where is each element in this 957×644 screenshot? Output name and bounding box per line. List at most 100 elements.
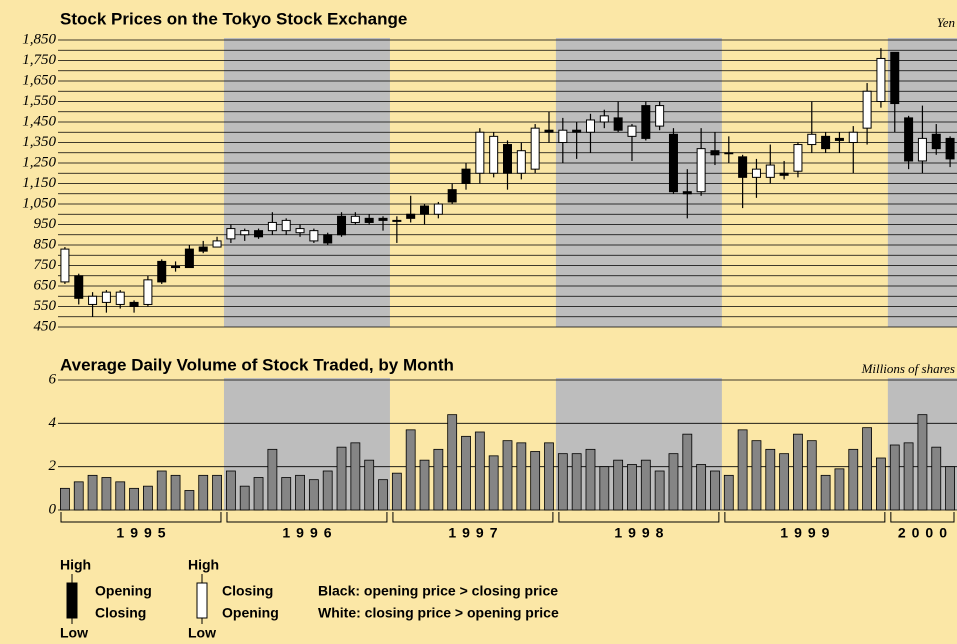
bar bbox=[903, 442, 914, 511]
bar bbox=[765, 448, 776, 511]
candle-body bbox=[862, 90, 872, 129]
bar bbox=[613, 459, 624, 511]
year-label: 1996 bbox=[282, 525, 337, 541]
bar bbox=[391, 472, 402, 511]
bar bbox=[308, 479, 319, 511]
legend-text: High bbox=[60, 557, 91, 573]
candle-body bbox=[101, 291, 111, 303]
bar bbox=[696, 464, 707, 511]
year-label: 1997 bbox=[448, 525, 503, 541]
y-tick-label: 1,350 bbox=[22, 134, 56, 150]
bar bbox=[530, 451, 541, 511]
legend-candle bbox=[196, 582, 208, 619]
candle-body bbox=[904, 117, 914, 162]
candle-body bbox=[710, 150, 720, 156]
bar bbox=[364, 459, 375, 511]
candle-body bbox=[129, 301, 139, 307]
candle-body bbox=[917, 137, 927, 162]
candle-body bbox=[143, 279, 153, 305]
year-shading bbox=[223, 378, 390, 510]
bar bbox=[419, 459, 430, 511]
legend-text: Opening bbox=[222, 605, 279, 621]
y-tick-label: 1,650 bbox=[22, 72, 56, 88]
bar bbox=[295, 474, 305, 511]
candle-body bbox=[848, 131, 858, 143]
bar bbox=[806, 440, 817, 511]
bar bbox=[599, 466, 610, 511]
candle-body bbox=[74, 275, 84, 299]
y-tick-label: 1,550 bbox=[22, 93, 56, 109]
bar bbox=[87, 474, 98, 511]
candle-body bbox=[655, 105, 665, 127]
year-bracket bbox=[558, 512, 720, 523]
bar bbox=[447, 414, 458, 511]
candle-body bbox=[378, 217, 388, 221]
bar bbox=[585, 448, 596, 511]
candle-body bbox=[931, 133, 941, 150]
bar bbox=[405, 429, 416, 511]
bar bbox=[225, 470, 236, 511]
year-shading bbox=[555, 378, 722, 510]
chart-title: Stock Prices on the Tokyo Stock Exchange bbox=[60, 9, 407, 28]
bar bbox=[820, 474, 831, 511]
bar bbox=[267, 448, 278, 511]
year-bracket bbox=[724, 512, 886, 523]
bar bbox=[73, 481, 84, 511]
bar bbox=[779, 453, 790, 511]
bar bbox=[654, 470, 665, 511]
bar bbox=[378, 479, 388, 511]
legend-text: High bbox=[188, 557, 219, 573]
bar bbox=[544, 442, 554, 511]
candle-body bbox=[350, 215, 360, 223]
candle-body bbox=[337, 215, 347, 236]
bar bbox=[474, 431, 485, 511]
year-label: 1998 bbox=[614, 525, 669, 541]
year-label: 2000 bbox=[898, 525, 953, 541]
candle-body bbox=[585, 119, 595, 133]
candle-body bbox=[198, 246, 208, 252]
year-shading bbox=[223, 38, 390, 327]
candle-body bbox=[60, 248, 70, 283]
y-tick-label: 1,250 bbox=[22, 154, 56, 170]
y-tick-label: 1,750 bbox=[22, 52, 56, 68]
y-tick-label: 4 bbox=[49, 415, 57, 431]
candle-body bbox=[309, 230, 319, 242]
bar bbox=[834, 468, 845, 511]
candle-body bbox=[945, 137, 955, 160]
y-tick-label: 6 bbox=[49, 371, 57, 387]
legend-note: Black: opening price > closing price bbox=[318, 583, 558, 599]
candle-body bbox=[447, 189, 457, 203]
candle-body bbox=[751, 168, 761, 178]
candle-body bbox=[240, 230, 250, 236]
bar bbox=[793, 433, 803, 511]
year-bracket bbox=[392, 512, 554, 523]
candle-body bbox=[599, 115, 609, 123]
bar bbox=[627, 464, 637, 511]
candle-body bbox=[779, 172, 789, 176]
chart-title: Average Daily Volume of Stock Traded, by… bbox=[60, 355, 454, 374]
legend-candle bbox=[66, 582, 78, 619]
bar bbox=[557, 453, 568, 511]
candle-body bbox=[88, 295, 98, 305]
y-tick-label: 1,050 bbox=[22, 195, 56, 211]
bar bbox=[60, 487, 70, 511]
candle-body bbox=[876, 57, 886, 102]
candle-body bbox=[295, 228, 305, 234]
bar bbox=[640, 459, 651, 511]
candle-body bbox=[226, 228, 236, 240]
candle-body bbox=[544, 129, 554, 133]
candle-body bbox=[406, 213, 416, 219]
bar bbox=[433, 448, 444, 511]
candle-body bbox=[281, 219, 291, 232]
y-tick-label: 1,150 bbox=[22, 175, 56, 191]
year-label: 1995 bbox=[116, 525, 171, 541]
legend-text: Opening bbox=[95, 583, 152, 599]
legend-text: Closing bbox=[222, 583, 273, 599]
candle-body bbox=[461, 168, 471, 184]
bar bbox=[184, 490, 195, 511]
bar bbox=[917, 414, 928, 511]
bar bbox=[751, 440, 762, 511]
bar bbox=[710, 470, 720, 511]
y-tick-label: 0 bbox=[49, 501, 57, 517]
candle-body bbox=[724, 152, 734, 155]
